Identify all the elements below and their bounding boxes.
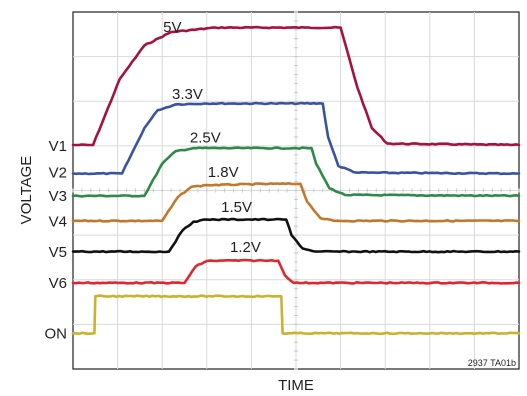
trace-v3 <box>71 146 521 198</box>
channel-label: V6 <box>49 275 67 292</box>
channel-label: V3 <box>49 188 67 205</box>
trace-v1 <box>71 25 521 147</box>
channel-labels: V1 V2 V3 V4 V5 V6 ON <box>45 138 68 342</box>
trace-label: 1.5V <box>221 199 252 216</box>
trace-label: 1.2V <box>230 239 261 256</box>
trace-v2 <box>71 101 521 176</box>
channel-label: ON <box>45 325 68 342</box>
channel-label: V2 <box>49 165 67 182</box>
x-axis-label: TIME <box>278 377 314 394</box>
figure-id: 2937 TA01b <box>468 358 516 368</box>
trace-v6 <box>71 258 521 285</box>
trace-label: 2.5V <box>190 129 221 146</box>
channel-label: V5 <box>49 244 67 261</box>
channel-label: V4 <box>49 214 67 231</box>
traces <box>71 25 521 336</box>
trace-v4 <box>71 182 521 223</box>
trace-label: 5V <box>163 19 181 36</box>
trace-label: 3.3V <box>172 86 203 103</box>
y-axis-label: VOLTAGE <box>18 156 35 225</box>
channel-label: V1 <box>49 138 67 155</box>
trace-labels: 5V 3.3V 2.5V 1.8V 1.5V 1.2V <box>163 19 261 256</box>
trace-v5 <box>71 217 521 254</box>
trace-on <box>71 294 521 336</box>
trace-label: 1.8V <box>208 164 239 181</box>
